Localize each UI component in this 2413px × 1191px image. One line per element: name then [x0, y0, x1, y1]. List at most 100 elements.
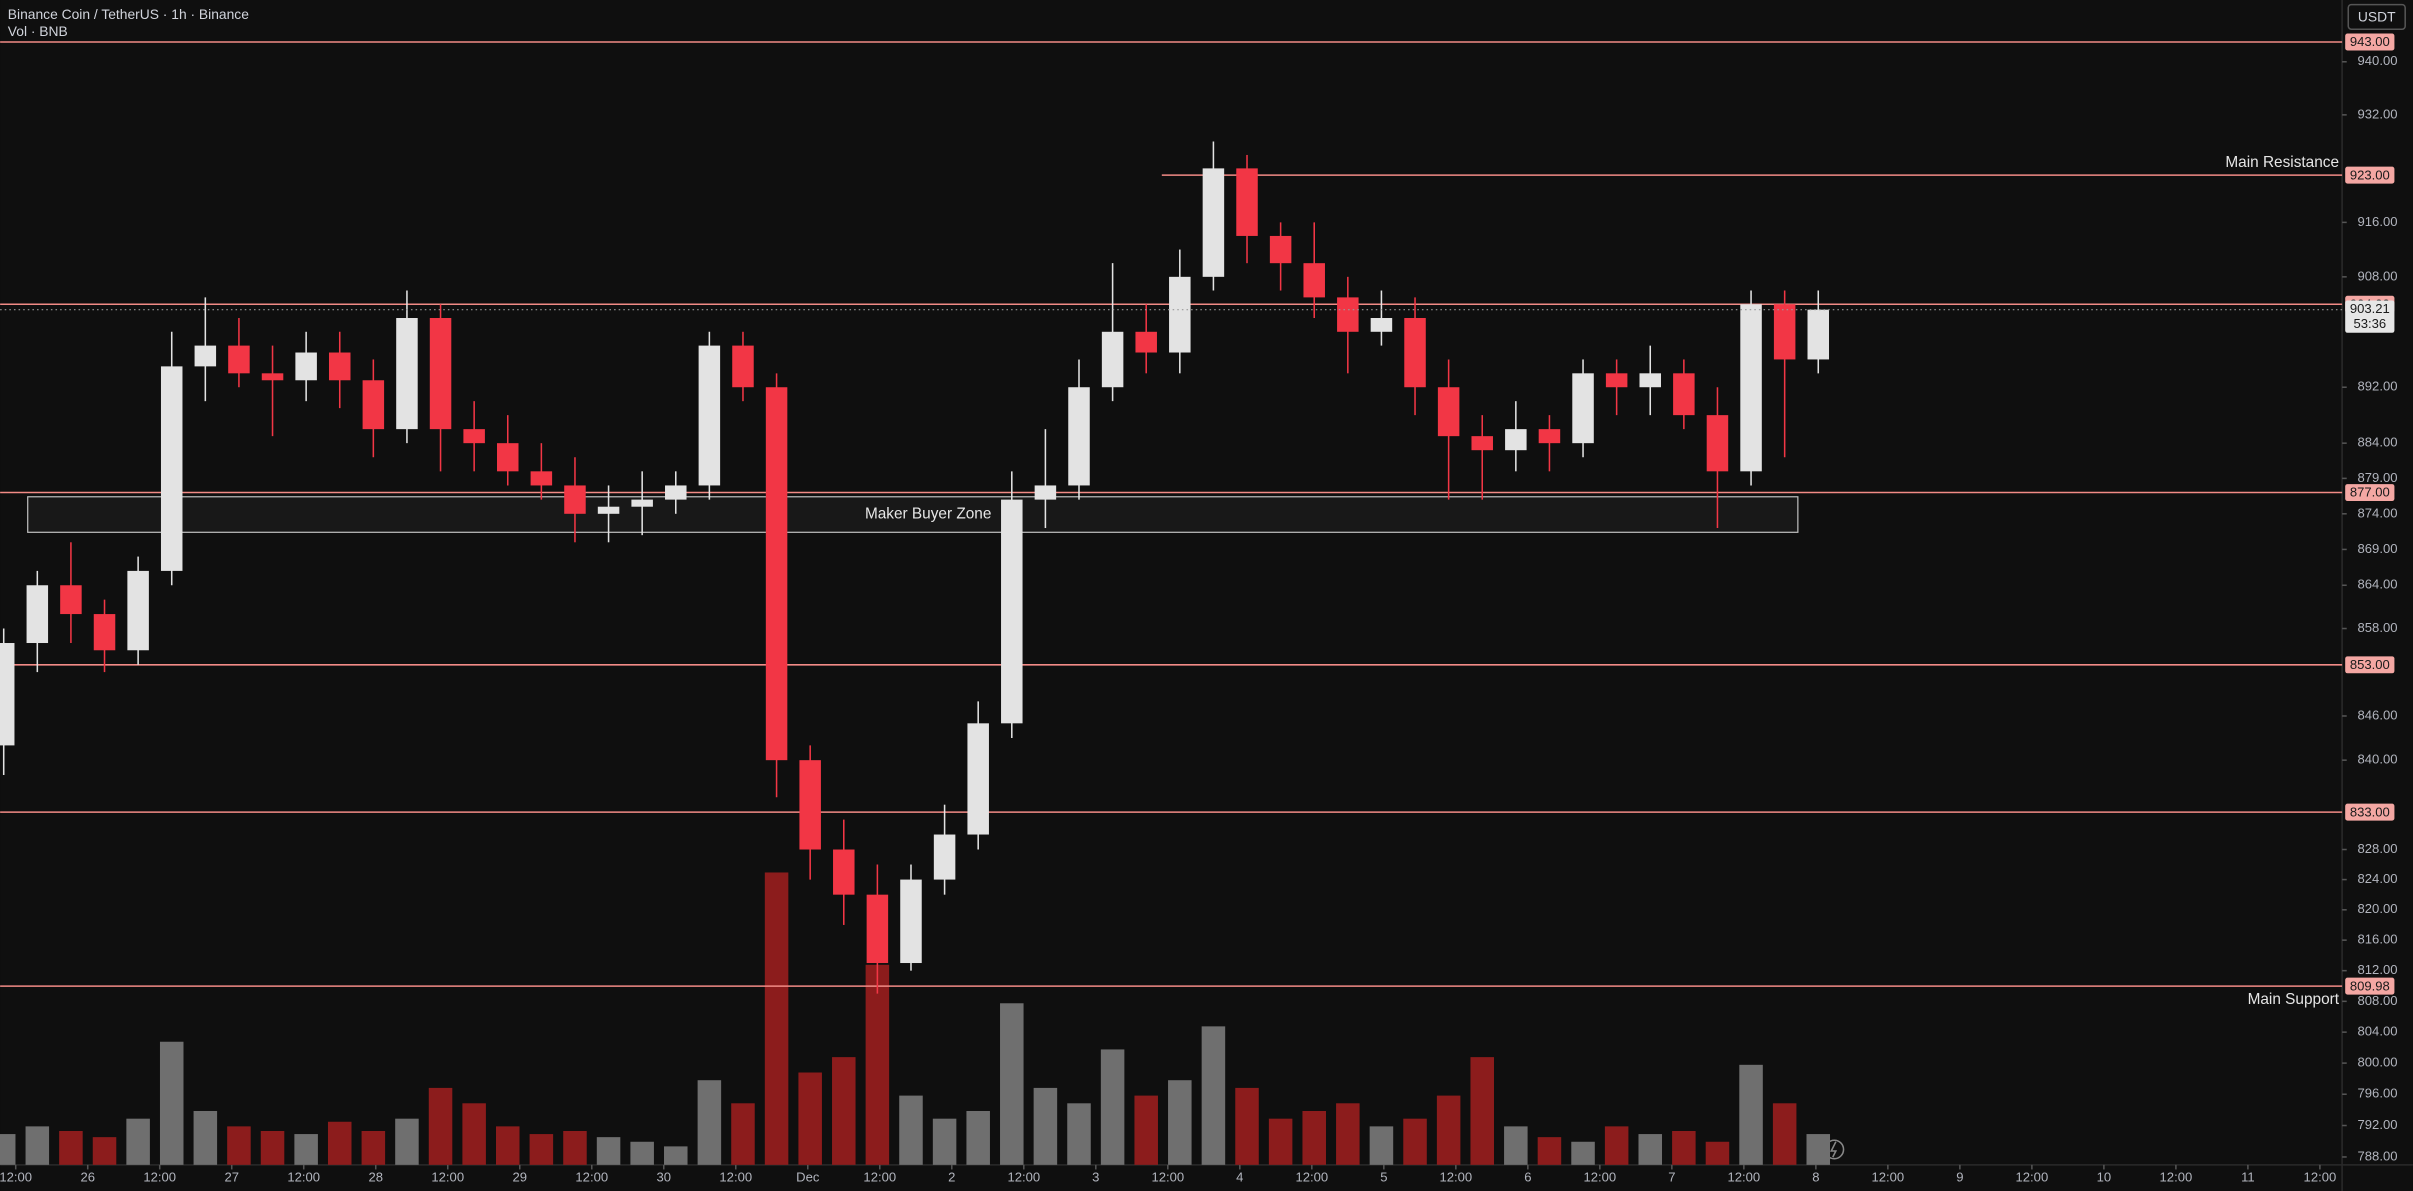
- y-tick-label: 916.00: [2358, 214, 2398, 229]
- candle-body: [1572, 373, 1594, 444]
- level-price-label: 877.00: [2350, 485, 2390, 500]
- x-tick-label: 12:00: [1151, 1169, 1184, 1184]
- volume-bar: [596, 1137, 621, 1165]
- candle-body: [160, 366, 183, 571]
- y-tick-label: 840.00: [2358, 752, 2398, 767]
- candle-body: [93, 614, 116, 651]
- x-tick-label: 29: [512, 1169, 527, 1184]
- level-price-label: 943.00: [2350, 34, 2390, 49]
- y-tick-label: 792.00: [2358, 1117, 2398, 1132]
- x-tick-label: 12:00: [287, 1169, 320, 1184]
- candle-body: [866, 894, 889, 964]
- volume-bar: [966, 1110, 990, 1165]
- candle-body: [60, 585, 82, 615]
- y-tick-label: 846.00: [2358, 707, 2398, 722]
- volume-bar: [1705, 1141, 1730, 1165]
- y-tick-label: 892.00: [2358, 379, 2398, 394]
- volume-bar: [1067, 1103, 1091, 1165]
- y-tick-label: 828.00: [2358, 841, 2398, 856]
- candle-body: [1135, 331, 1157, 353]
- candle-body: [1269, 235, 1292, 264]
- x-tick-label: 5: [1380, 1169, 1387, 1184]
- candle-body: [1538, 429, 1561, 444]
- x-tick-label: 12:00: [0, 1169, 32, 1184]
- volume-bar: [1672, 1130, 1696, 1165]
- x-tick-label: 12:00: [575, 1169, 608, 1184]
- volume-bar: [899, 1095, 923, 1165]
- level-price-box: [2345, 803, 2395, 821]
- x-tick-label: 3: [1092, 1169, 1099, 1184]
- x-tick-label: 2: [948, 1169, 955, 1184]
- candle-body: [1337, 297, 1359, 332]
- volume-bar: [1571, 1141, 1595, 1165]
- volume-bar: [227, 1126, 251, 1165]
- x-tick-label: 6: [1524, 1169, 1531, 1184]
- candle-body: [564, 485, 586, 514]
- candle-body: [1639, 373, 1662, 388]
- volume-bar: [159, 1041, 184, 1165]
- volume-bar: [1235, 1087, 1259, 1165]
- volume-bar: [1100, 1049, 1125, 1165]
- candle-body: [665, 485, 687, 500]
- x-tick-label: Dec: [796, 1169, 820, 1184]
- candle-body: [396, 318, 418, 430]
- volume-bar: [361, 1130, 386, 1165]
- candle-body: [362, 380, 385, 430]
- volume-bar: [1772, 1103, 1797, 1165]
- volume-bar: [1436, 1095, 1461, 1165]
- candle-body: [261, 373, 284, 381]
- level-price-label: 853.00: [2350, 657, 2390, 672]
- candle-body: [1505, 429, 1527, 451]
- x-tick-label: 12:00: [143, 1169, 176, 1184]
- candle-body: [1706, 415, 1729, 472]
- volume-bar: [294, 1134, 318, 1165]
- volume-bar: [1268, 1118, 1293, 1165]
- candle-body: [1001, 499, 1023, 724]
- candle-body: [1034, 485, 1057, 500]
- candle-body: [1370, 318, 1393, 332]
- candle-body: [1807, 309, 1830, 360]
- x-tick-label: 9: [1956, 1169, 1963, 1184]
- x-tick-label: 27: [224, 1169, 239, 1184]
- x-tick-label: 12:00: [1439, 1169, 1472, 1184]
- currency-label[interactable]: USDT: [2358, 8, 2396, 24]
- volume-bar: [462, 1103, 486, 1165]
- x-tick-label: 12:00: [1872, 1169, 1905, 1184]
- volume-bar: [1604, 1126, 1629, 1165]
- volume-bar: [664, 1146, 688, 1165]
- candle-body: [1169, 276, 1191, 353]
- y-tick-label: 804.00: [2358, 1024, 2398, 1039]
- volume-bar: [832, 1057, 856, 1165]
- candle-body: [1605, 373, 1628, 388]
- level-price-box: [2345, 977, 2395, 995]
- candle-body: [1773, 304, 1796, 360]
- volume-bar: [1033, 1087, 1058, 1165]
- level-price-label: 809.98: [2350, 978, 2390, 993]
- y-tick-label: 869.00: [2358, 541, 2398, 556]
- candle-body: [1068, 387, 1090, 486]
- countdown-label: 53:36: [2353, 316, 2386, 331]
- candle-body: [1303, 263, 1325, 298]
- candle-body: [799, 760, 821, 850]
- volume-bar: [1201, 1026, 1226, 1165]
- candle-body: [1673, 373, 1695, 416]
- x-tick-label: 12:00: [863, 1169, 896, 1184]
- volume-bar: [0, 1134, 16, 1165]
- x-tick-label: 26: [80, 1169, 95, 1184]
- y-tick-label: 800.00: [2358, 1055, 2398, 1070]
- candle-body: [1101, 331, 1124, 388]
- volume-bar: [1403, 1118, 1427, 1165]
- candle-body: [765, 387, 788, 761]
- volume-bar: [1336, 1103, 1360, 1165]
- x-tick-label: 12:00: [1007, 1169, 1040, 1184]
- y-tick-label: 816.00: [2358, 932, 2398, 947]
- volume-bar: [260, 1130, 285, 1165]
- x-tick-label: 12:00: [2016, 1169, 2049, 1184]
- x-tick-label: 10: [2097, 1169, 2112, 1184]
- icon-bolt[interactable]: [1829, 1141, 1838, 1158]
- volume-bar: [1638, 1134, 1663, 1165]
- y-tick-label: 908.00: [2358, 268, 2398, 283]
- candle-body: [228, 345, 250, 374]
- currency-button[interactable]: [2347, 3, 2406, 31]
- x-tick-label: 12:00: [2160, 1169, 2193, 1184]
